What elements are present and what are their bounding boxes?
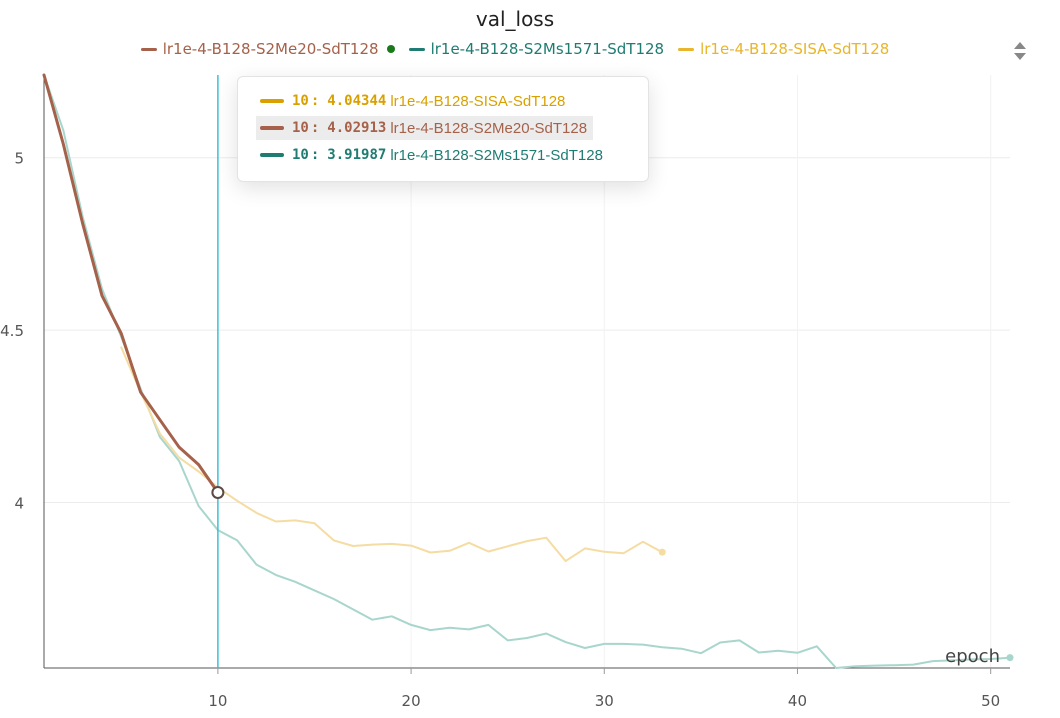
hover-tooltip: 10:4.04344 lr1e-4-B128-SISA-SdT128 10:4.02… [237,76,649,182]
tooltip-swatch [260,99,284,103]
series-line [120,346,664,563]
tooltip-run-name: lr1e-4-B128-S2Ms1571-SdT128 [390,146,603,164]
legend-status-dot [386,45,395,53]
y-tick-label: 5 [14,150,24,168]
legend-label: lr1e-4-B128-S2Ms1571-SdT128 [430,40,665,58]
legend-item[interactable]: lr1e-4-B128-S2Ms1571-SdT128 [408,40,665,58]
series-line [43,74,1011,669]
x-tick-label: 50 [981,692,1000,710]
legend-item[interactable]: lr1e-4-B128-SISA-SdT128 [678,40,889,58]
tooltip-x: 10 [292,120,309,136]
tooltip-x: 10 [292,147,309,163]
x-axis-label: epoch [945,646,1000,667]
tooltip-run-name: lr1e-4-B128-S2Me20-SdT128 [390,119,588,137]
legend-label: lr1e-4-B128-SISA-SdT128 [700,40,890,58]
x-tick-label: 30 [595,692,614,710]
tooltip-run-name: lr1e-4-B128-SISA-SdT128 [390,92,566,110]
tooltip-swatch [260,126,284,130]
tooltip-separator: : [310,120,320,136]
tooltip-x: 10 [292,93,309,109]
y-tick-label: 4 [14,495,24,513]
x-tick-label: 10 [208,692,227,710]
legend-swatch [140,47,157,51]
legend-swatch [678,47,695,51]
legend-label: lr1e-4-B128-S2Me20-SdT128 [162,40,379,58]
series-end-point [1006,654,1014,662]
tooltip-value: 3.91987 [327,147,387,163]
series-line [42,73,220,494]
series-end-point [658,548,666,556]
legend-swatch [408,47,425,51]
tooltip-separator: : [310,147,320,163]
y-tick-label: 4.5 [0,322,24,340]
x-tick-label: 20 [402,692,421,710]
legend-item[interactable]: lr1e-4-B128-S2Me20-SdT128 [140,40,395,58]
tooltip-row: 10:4.02913 lr1e-4-B128-S2Me20-SdT128 [256,116,594,140]
legend: lr1e-4-B128-S2Me20-SdT128 lr1e-4-B128-S2M… [0,40,1030,58]
tooltip-value: 4.04344 [327,93,387,109]
chart-title: val_loss [475,7,555,31]
tooltip-value: 4.02913 [327,120,387,136]
tooltip-swatch [260,153,284,157]
tooltip-row: 10:4.04344 lr1e-4-B128-SISA-SdT128 [256,89,571,113]
tooltip-separator: : [310,93,320,109]
sort-arrows-icon[interactable] [1012,40,1028,62]
x-tick-label: 40 [788,692,807,710]
hover-point-marker [211,485,225,499]
tooltip-row: 10:3.91987 lr1e-4-B128-S2Ms1571-SdT128 [256,143,609,167]
